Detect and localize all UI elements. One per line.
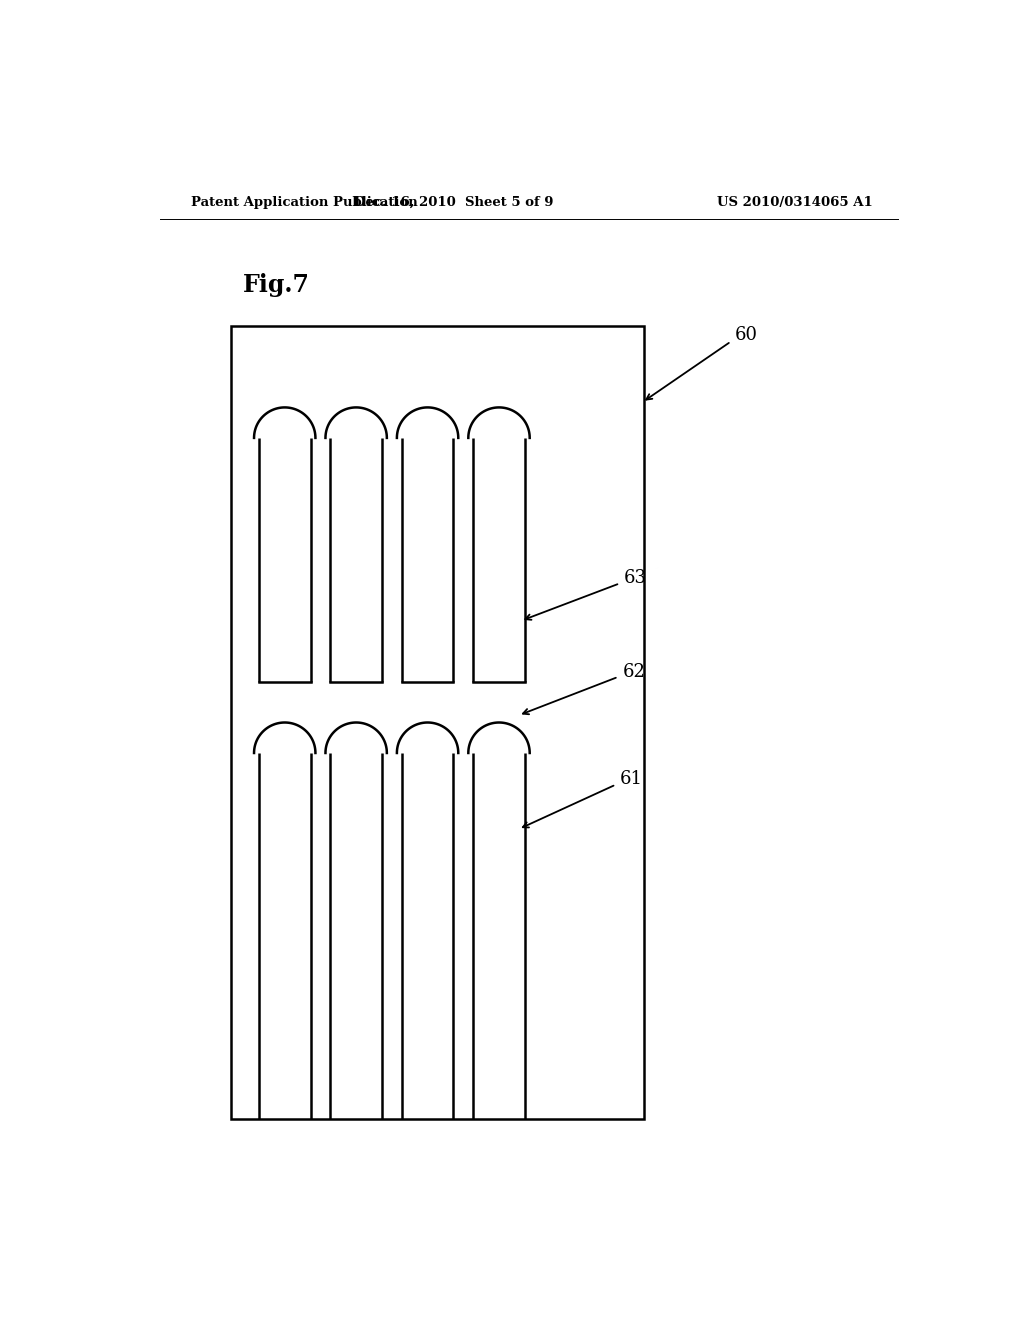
Text: 63: 63 bbox=[624, 569, 647, 587]
Text: US 2010/0314065 A1: US 2010/0314065 A1 bbox=[717, 195, 872, 209]
Text: 61: 61 bbox=[620, 771, 643, 788]
Text: Fig.7: Fig.7 bbox=[243, 273, 310, 297]
Text: Patent Application Publication: Patent Application Publication bbox=[191, 195, 418, 209]
Text: Dec. 16, 2010  Sheet 5 of 9: Dec. 16, 2010 Sheet 5 of 9 bbox=[353, 195, 553, 209]
Bar bbox=[231, 326, 644, 1119]
Text: 62: 62 bbox=[623, 663, 645, 681]
Text: 60: 60 bbox=[735, 326, 758, 345]
